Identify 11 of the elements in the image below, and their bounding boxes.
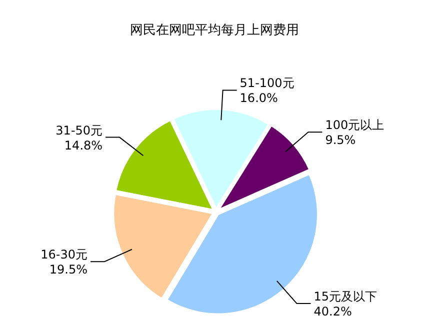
data-label: 14.8%	[64, 138, 103, 152]
data-label: 40.2%	[314, 304, 352, 318]
data-label: 19.5%	[49, 262, 88, 277]
chart-title: 网民在网吧平均每月上网费用	[130, 23, 299, 38]
slice-label: 51-100元	[240, 76, 294, 90]
slice-label: 16-30元	[40, 248, 88, 262]
data-label: 9.5%	[325, 133, 356, 148]
slice-label: 31-50元	[56, 123, 103, 138]
slice-label: 15元及以下	[314, 289, 378, 304]
data-label: 16.0%	[240, 91, 278, 106]
slice-label: 100元以上	[325, 118, 384, 132]
